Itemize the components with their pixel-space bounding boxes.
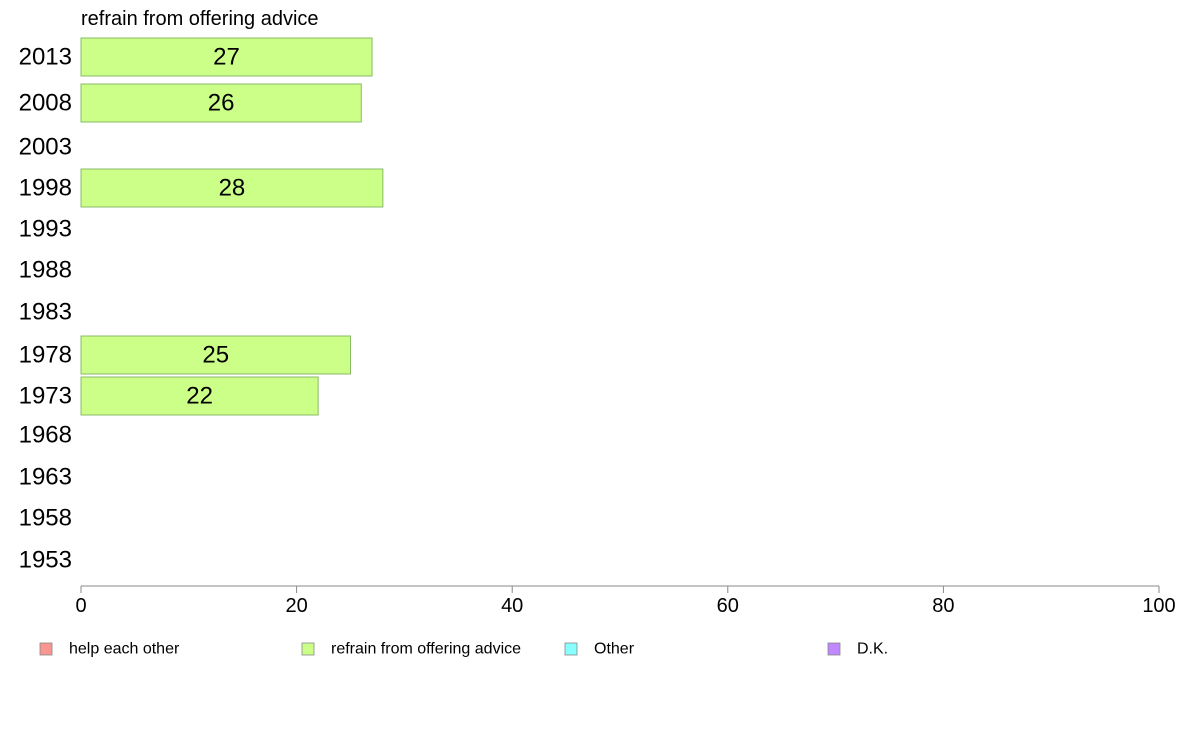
category-labels: 2013 2008 2003 1998 1993 1988 1983 1978 1973 1968… [19, 44, 72, 574]
legend: help each other refrain from offering adv… [39, 641, 888, 658]
legend-label-2: Other [594, 641, 635, 658]
legend-swatch-3 [827, 642, 841, 656]
legend-swatch-0 [39, 642, 53, 656]
bar-value-label-2008: 26 [208, 90, 235, 117]
chart-title: refrain from offering advice [81, 8, 319, 30]
legend-label-3: D.K. [857, 641, 888, 658]
category-label-1968: 1968 [19, 422, 72, 449]
category-label-1993: 1993 [19, 216, 72, 243]
bar-2008 [80, 83, 362, 123]
category-label-1958: 1958 [19, 505, 72, 532]
bar-2013 [80, 37, 373, 77]
x-tick-label-80: 80 [932, 595, 954, 617]
x-tick-label-40: 40 [501, 595, 523, 617]
x-axis: 0 20 40 60 80 100 [75, 585, 1176, 617]
category-label-2013: 2013 [19, 44, 72, 71]
bar-value-label-2013: 27 [213, 44, 240, 71]
bar-1978 [80, 335, 351, 375]
bar-value-label-1998: 28 [219, 175, 246, 202]
x-tick-label-20: 20 [285, 595, 307, 617]
legend-label-1: refrain from offering advice [331, 641, 521, 658]
category-label-1973: 1973 [19, 383, 72, 410]
x-tick-label-60: 60 [717, 595, 739, 617]
category-label-1988: 1988 [19, 257, 72, 284]
category-label-2003: 2003 [19, 134, 72, 161]
bar-1973 [80, 376, 319, 416]
category-label-1983: 1983 [19, 299, 72, 326]
x-tick-label-0: 0 [75, 595, 86, 617]
legend-swatch-2 [564, 642, 578, 656]
category-label-1963: 1963 [19, 464, 72, 491]
bar-value-label-1978: 25 [202, 342, 229, 369]
legend-label-0: help each other [69, 641, 180, 658]
bar-1998 [80, 168, 384, 208]
bars: 27 26 28 25 22 [80, 37, 384, 416]
category-label-1953: 1953 [19, 547, 72, 574]
x-tick-label-100: 100 [1142, 595, 1175, 617]
bar-value-label-1973: 22 [186, 383, 213, 410]
category-label-2008: 2008 [19, 90, 72, 117]
category-label-1998: 1998 [19, 175, 72, 202]
category-label-1978: 1978 [19, 342, 72, 369]
legend-swatch-1 [301, 642, 315, 656]
